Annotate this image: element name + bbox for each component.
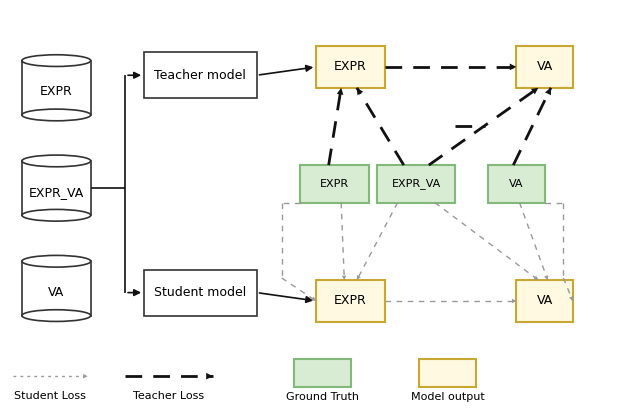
Text: VA: VA xyxy=(536,60,553,74)
Ellipse shape xyxy=(22,155,91,167)
Text: EXPR_VA: EXPR_VA xyxy=(392,178,441,189)
Text: VA: VA xyxy=(48,286,64,299)
Text: EXPR: EXPR xyxy=(334,60,367,74)
Ellipse shape xyxy=(22,209,91,221)
Ellipse shape xyxy=(22,310,91,321)
FancyBboxPatch shape xyxy=(22,161,91,215)
Text: VA: VA xyxy=(509,179,524,189)
Text: EXPR: EXPR xyxy=(334,294,367,308)
Text: Student Loss: Student Loss xyxy=(14,391,86,401)
FancyBboxPatch shape xyxy=(419,359,476,387)
Ellipse shape xyxy=(22,255,91,267)
FancyBboxPatch shape xyxy=(516,46,573,88)
Text: Ground Truth: Ground Truth xyxy=(286,392,359,402)
Text: EXPR_VA: EXPR_VA xyxy=(29,186,84,199)
Ellipse shape xyxy=(22,55,91,66)
FancyBboxPatch shape xyxy=(377,165,456,203)
FancyBboxPatch shape xyxy=(300,165,369,203)
FancyBboxPatch shape xyxy=(294,359,351,387)
Ellipse shape xyxy=(22,109,91,121)
Text: Student model: Student model xyxy=(154,286,247,299)
Text: VA: VA xyxy=(536,294,553,308)
FancyBboxPatch shape xyxy=(316,280,385,322)
Text: EXPR: EXPR xyxy=(321,179,349,189)
FancyBboxPatch shape xyxy=(144,52,257,98)
Text: Teacher model: Teacher model xyxy=(155,69,246,82)
FancyBboxPatch shape xyxy=(144,270,257,316)
Text: Teacher Loss: Teacher Loss xyxy=(133,391,205,401)
FancyBboxPatch shape xyxy=(22,261,91,316)
Text: EXPR: EXPR xyxy=(40,85,73,99)
FancyBboxPatch shape xyxy=(516,280,573,322)
FancyBboxPatch shape xyxy=(22,61,91,115)
Text: Model output: Model output xyxy=(411,392,485,402)
FancyBboxPatch shape xyxy=(488,165,545,203)
FancyBboxPatch shape xyxy=(316,46,385,88)
